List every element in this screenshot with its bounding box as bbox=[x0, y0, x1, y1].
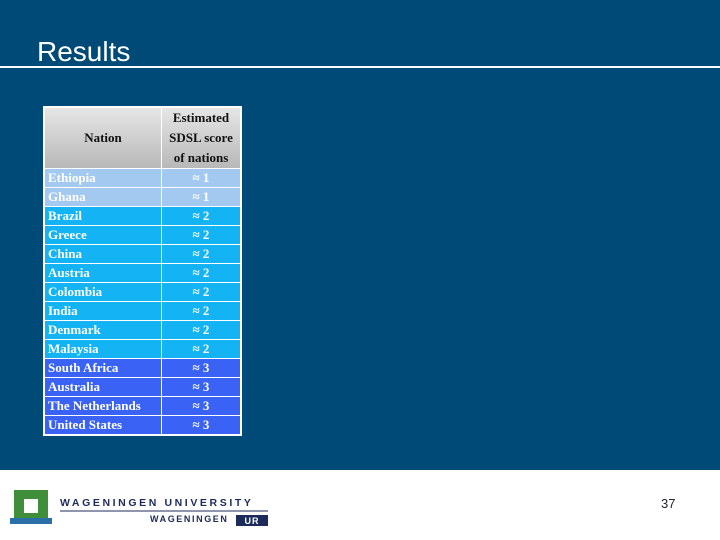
logo-text: WAGENINGEN bbox=[150, 514, 229, 524]
score-cell: ≈ 2 bbox=[161, 225, 242, 245]
table-row: Brazil ≈ 2 bbox=[43, 206, 242, 226]
title-rule bbox=[0, 66, 720, 68]
nation-cell: South Africa bbox=[43, 358, 162, 378]
header-row: Nation Estimated SDSL score of nations bbox=[43, 106, 242, 169]
results-table: Nation Estimated SDSL score of nations E… bbox=[43, 106, 242, 436]
score-cell: ≈ 2 bbox=[161, 301, 242, 321]
nation-cell: Australia bbox=[43, 377, 162, 397]
nation-cell: The Netherlands bbox=[43, 396, 162, 416]
table-row: South Africa ≈ 3 bbox=[43, 358, 242, 378]
score-cell: ≈ 1 bbox=[161, 187, 242, 207]
slide-title: Results bbox=[37, 36, 131, 67]
table-row: Denmark ≈ 2 bbox=[43, 320, 242, 340]
nation-cell: Colombia bbox=[43, 282, 162, 302]
table-row: Malaysia ≈ 2 bbox=[43, 339, 242, 359]
score-cell: ≈ 3 bbox=[161, 396, 242, 416]
score-cell: ≈ 2 bbox=[161, 263, 242, 283]
score-cell: ≈ 3 bbox=[161, 415, 242, 436]
nation-cell: India bbox=[43, 301, 162, 321]
score-cell: ≈ 2 bbox=[161, 320, 242, 340]
page-number: 37 bbox=[661, 496, 676, 511]
nation-cell: United States bbox=[43, 415, 162, 436]
nation-cell: China bbox=[43, 244, 162, 264]
nation-cell: Brazil bbox=[43, 206, 162, 226]
score-cell: ≈ 3 bbox=[161, 358, 242, 378]
footer: WAGENINGEN UNIVERSITY WAGENINGEN UR 37 bbox=[0, 470, 720, 540]
table-row: India ≈ 2 bbox=[43, 301, 242, 321]
nation-cell: Ethiopia bbox=[43, 168, 162, 188]
table-row: Austria ≈ 2 bbox=[43, 263, 242, 283]
logo-text: UR bbox=[245, 516, 260, 526]
table-row: China ≈ 2 bbox=[43, 244, 242, 264]
logo-mark bbox=[24, 499, 38, 513]
table-row: Australia ≈ 3 bbox=[43, 377, 242, 397]
logo-box bbox=[236, 515, 268, 526]
score-cell: ≈ 2 bbox=[161, 339, 242, 359]
score-cell: ≈ 2 bbox=[161, 282, 242, 302]
nation-cell: Austria bbox=[43, 263, 162, 283]
score-cell: ≈ 3 bbox=[161, 377, 242, 397]
nation-cell: Denmark bbox=[43, 320, 162, 340]
table-row: Greece ≈ 2 bbox=[43, 225, 242, 245]
table-row: Ethiopia ≈ 1 bbox=[43, 168, 242, 188]
nation-cell: Malaysia bbox=[43, 339, 162, 359]
logo-mark bbox=[10, 518, 52, 524]
table-row: Colombia ≈ 2 bbox=[43, 282, 242, 302]
nation-cell: Greece bbox=[43, 225, 162, 245]
logo: WAGENINGEN UNIVERSITY WAGENINGEN UR bbox=[10, 490, 268, 526]
score-cell: ≈ 2 bbox=[161, 244, 242, 264]
table-row: Ghana ≈ 1 bbox=[43, 187, 242, 207]
table-body: Ethiopia ≈ 1 Ghana ≈ 1 Brazil ≈ 2 Greece ≈ 2 Chi… bbox=[43, 168, 242, 436]
header-cell: Nation bbox=[43, 106, 162, 169]
table-row: The Netherlands ≈ 3 bbox=[43, 396, 242, 416]
score-cell: ≈ 1 bbox=[161, 168, 242, 188]
nation-cell: Ghana bbox=[43, 187, 162, 207]
logo-text: WAGENINGEN UNIVERSITY bbox=[60, 497, 253, 509]
header-cell: Estimated SDSL score of nations bbox=[161, 106, 242, 169]
table-row: United States ≈ 3 bbox=[43, 415, 242, 436]
score-cell: ≈ 2 bbox=[161, 206, 242, 226]
